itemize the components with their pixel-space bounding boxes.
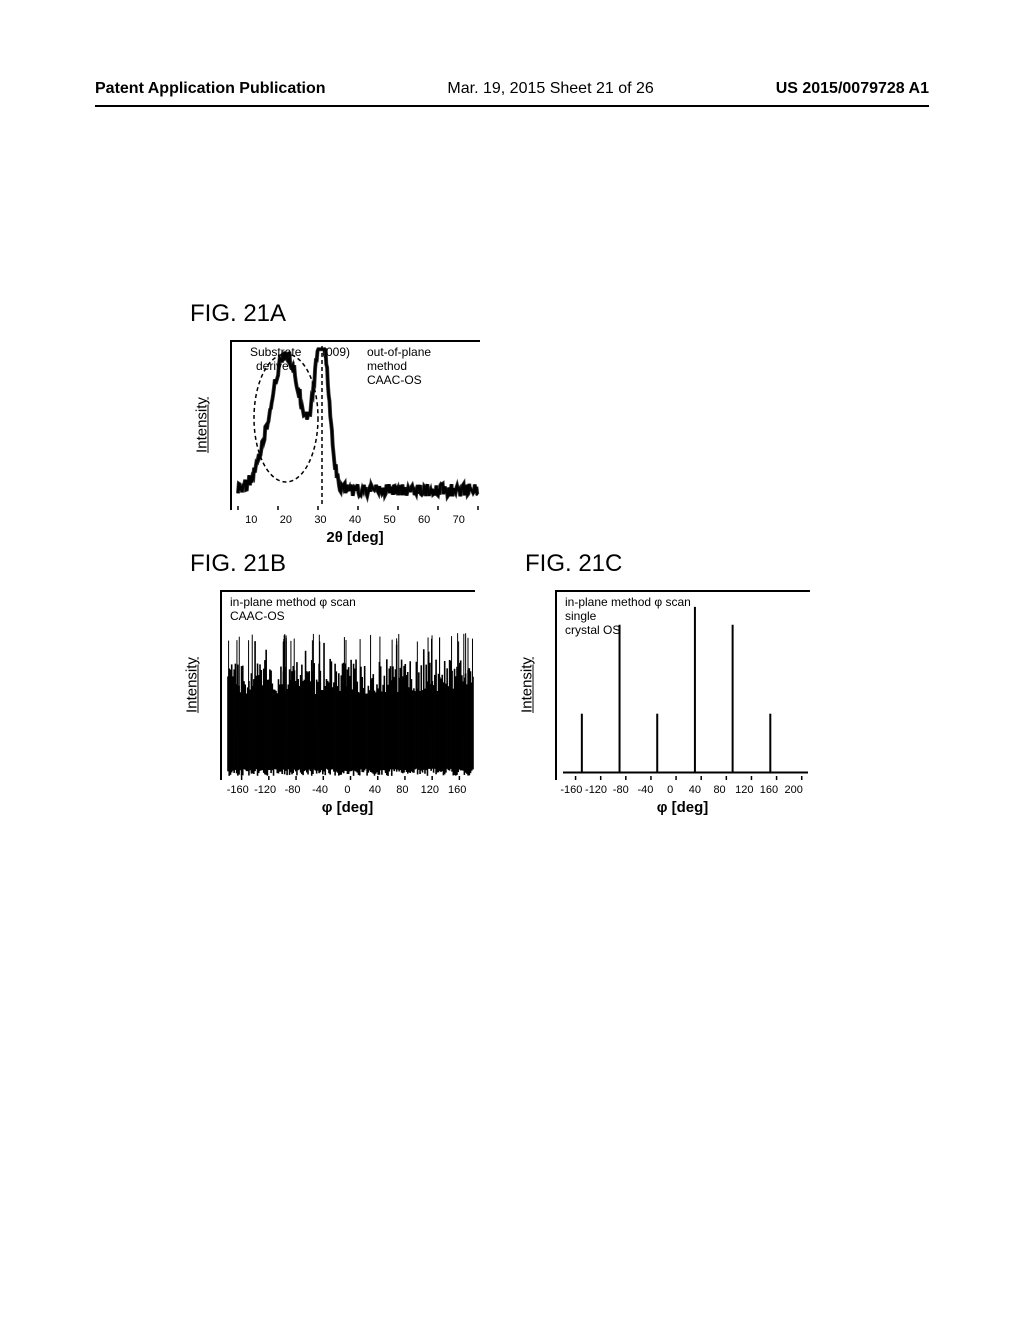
header-rule xyxy=(95,105,929,107)
fig-21c-annot: in-plane method φ scansinglecrystal OS xyxy=(565,596,691,637)
fig-21c-xlabel: φ [deg] xyxy=(657,799,709,816)
fig-21a-label: FIG. 21A xyxy=(190,300,890,328)
fig-21a-chart: Intensity Substratederived (009) out-of-… xyxy=(230,340,480,510)
fig-21a-annot-substrate: Substratederived xyxy=(250,346,301,374)
figures-content: FIG. 21A Intensity Substratederived (009… xyxy=(190,300,890,780)
fig-21b-xticks: -160-120-80-4004080120160 xyxy=(222,784,473,796)
fig-21a-annot-009: (009) xyxy=(322,346,350,360)
header-left: Patent Application Publication xyxy=(95,80,326,98)
fig-21b-ylabel: Intensity xyxy=(184,657,201,713)
fig-21c-xticks: -160-120-80-4004080120160200 xyxy=(557,784,808,796)
figure-21b: FIG. 21B Intensity in-plane method φ sca… xyxy=(190,550,475,780)
figure-21c: FIG. 21C Intensity in-plane method φ sca… xyxy=(525,550,810,780)
fig-21c-label: FIG. 21C xyxy=(525,550,810,578)
fig-21c-ylabel: Intensity xyxy=(519,657,536,713)
patent-page: Patent Application Publication Mar. 19, … xyxy=(0,0,1024,1320)
figures-row-bc: FIG. 21B Intensity in-plane method φ sca… xyxy=(190,550,890,780)
fig-21b-xlabel: φ [deg] xyxy=(322,799,374,816)
header-right: US 2015/0079728 A1 xyxy=(776,80,929,98)
fig-21c-chart: Intensity in-plane method φ scansinglecr… xyxy=(555,590,810,780)
fig-21a-xlabel: 2θ [deg] xyxy=(326,529,383,546)
fig-21a-xticks: 10203040506070 xyxy=(232,514,478,526)
fig-21b-label: FIG. 21B xyxy=(190,550,475,578)
page-header: Patent Application Publication Mar. 19, … xyxy=(95,80,929,98)
fig-21b-chart: Intensity in-plane method φ scanCAAC-OS … xyxy=(220,590,475,780)
fig-21a-ylabel: Intensity xyxy=(194,397,211,453)
fig-21a-annot-method: out-of-planemethodCAAC-OS xyxy=(367,346,431,387)
fig-21b-annot: in-plane method φ scanCAAC-OS xyxy=(230,596,356,624)
header-mid: Mar. 19, 2015 Sheet 21 of 26 xyxy=(447,80,653,98)
figure-21a: FIG. 21A Intensity Substratederived (009… xyxy=(190,300,890,510)
